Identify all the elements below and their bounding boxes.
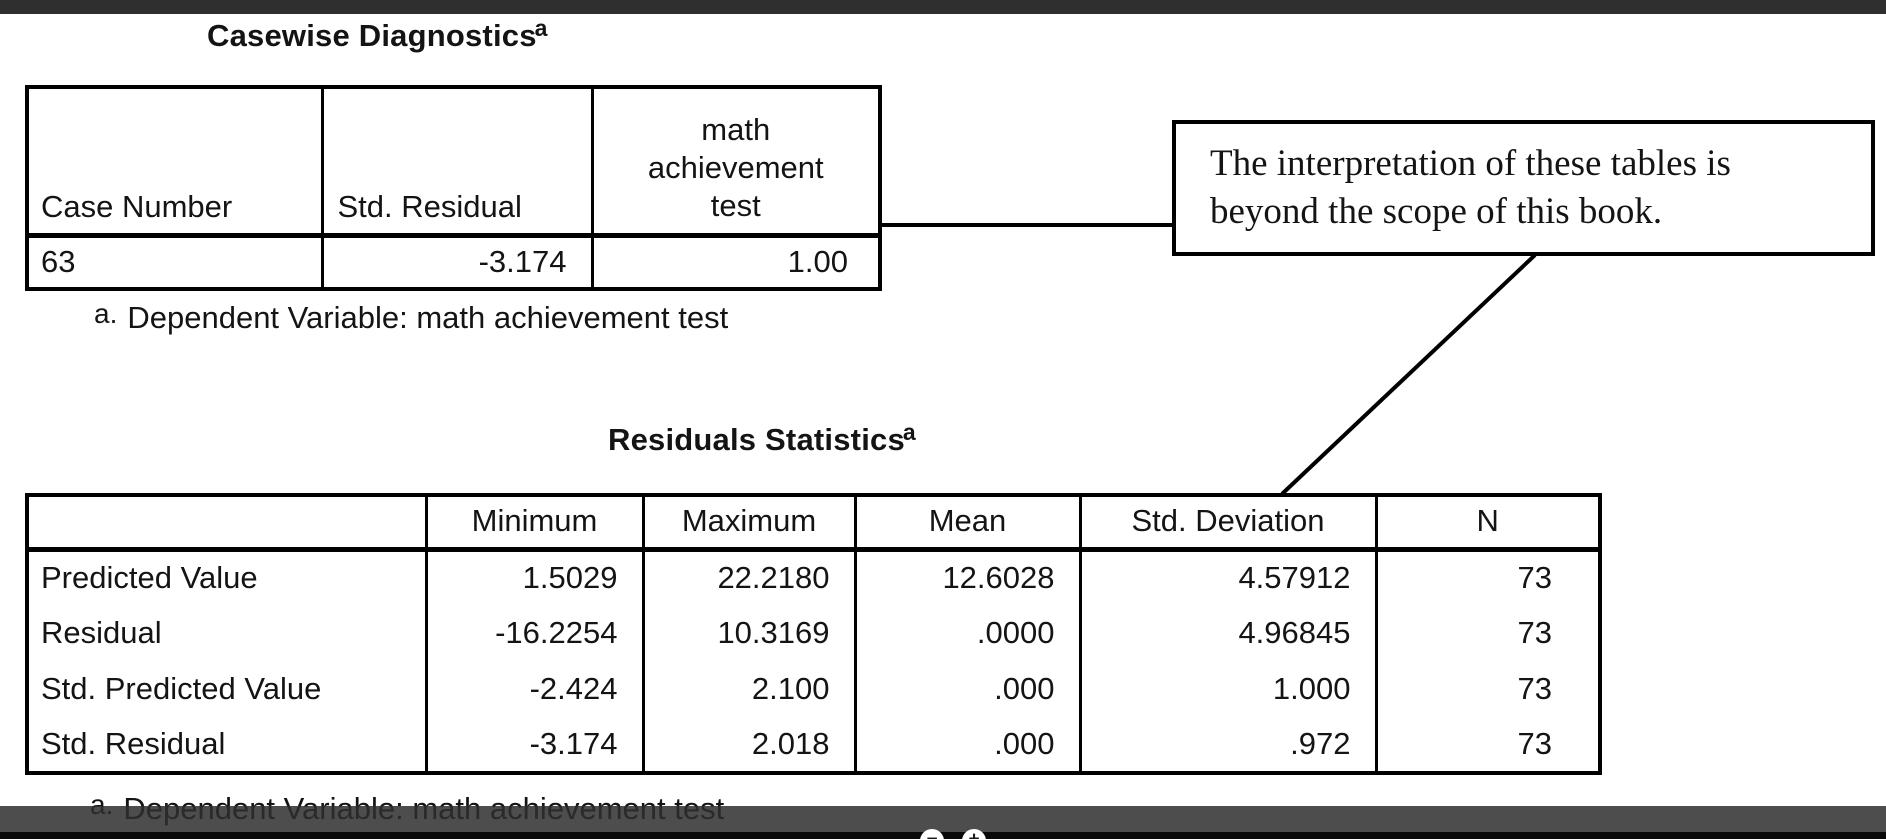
callout-line-2: beyond the scope of this book.	[1210, 191, 1663, 232]
column-header-std-deviation: Std. Deviation	[1078, 495, 1376, 552]
connector-line-diagonal	[1280, 253, 1537, 496]
cell-minimum: -2.424	[424, 661, 643, 717]
zoom-out-button[interactable]: −	[920, 829, 944, 839]
row-label: Std. Predicted Value	[41, 671, 322, 706]
column-header-empty	[27, 495, 426, 552]
cell-maximum: 2.018	[641, 717, 855, 773]
table-row: Std. Predicted Value -2.424 2.100 .000 1…	[27, 661, 1600, 717]
cell-case-number: 63	[41, 244, 76, 280]
row-label: Std. Residual	[41, 726, 226, 761]
cell-mean: 12.6028	[853, 549, 1080, 605]
cell-std-deviation: 4.96845	[1078, 605, 1376, 661]
residuals-statistics-title: Residuals Statisticsa	[608, 419, 916, 458]
cell-n: 73	[1374, 549, 1600, 605]
casewise-footnote: a. Dependent Variable: math achievement t…	[94, 298, 729, 336]
cell-std-deviation: 1.000	[1078, 661, 1376, 717]
column-header-n: N	[1374, 495, 1600, 552]
cell-maximum: 2.100	[641, 661, 855, 717]
cell-maximum: 22.2180	[641, 549, 855, 605]
cell-minimum: 1.5029	[424, 549, 643, 605]
column-header-std-residual: Std. Residual	[320, 87, 592, 238]
viewer-bottom-scrim	[0, 806, 1886, 832]
column-header-case-number: Case Number	[27, 87, 322, 238]
cell-std-deviation: .972	[1078, 717, 1376, 773]
cell-minimum: -3.174	[424, 717, 643, 773]
cell-minimum: -16.2254	[424, 605, 643, 661]
table-row: Predicted Value 1.5029 22.2180 12.6028 4…	[27, 549, 1600, 605]
casewise-title-superscript: a	[534, 15, 548, 41]
zoom-out-icon: −	[926, 829, 937, 839]
row-label: Residual	[41, 615, 162, 650]
casewise-diagnostics-table: Case Number Std. Residual math achieveme…	[25, 85, 882, 291]
column-header-mean: Mean	[853, 495, 1080, 552]
column-header-minimum: Minimum	[424, 495, 643, 552]
column-header-math-achievement-test: math achievement test	[590, 87, 880, 238]
row-label: Predicted Value	[41, 560, 258, 596]
annotation-callout: The interpretation of these tables is be…	[1172, 120, 1875, 256]
viewer-top-bar	[0, 0, 1886, 14]
footnote-text: Dependent Variable: math achievement tes…	[127, 300, 729, 335]
cell-n: 73	[1374, 605, 1600, 661]
zoom-in-icon: +	[968, 829, 979, 839]
column-header-maximum: Maximum	[641, 495, 855, 552]
residuals-title-superscript: a	[902, 419, 916, 445]
residuals-title-text: Residuals Statistics	[608, 422, 905, 457]
cell-mean: .0000	[853, 605, 1080, 661]
cell-mean: .000	[853, 717, 1080, 773]
cell-math-achievement-test: 1.00	[590, 235, 880, 289]
cell-n: 73	[1374, 661, 1600, 717]
table-row: Std. Residual -3.174 2.018 .000 .972 73	[27, 717, 1600, 773]
residuals-statistics-table: Minimum Maximum Mean Std. Deviation N Pr…	[25, 493, 1602, 775]
cell-std-deviation: 4.57912	[1078, 549, 1376, 605]
table-row: Residual -16.2254 10.3169 .0000 4.96845 …	[27, 605, 1600, 661]
footnote-marker: a.	[94, 298, 118, 329]
table-row: 63 -3.174 1.00	[27, 235, 880, 289]
callout-line-1: The interpretation of these tables is	[1210, 143, 1731, 184]
cell-std-residual: -3.174	[320, 235, 592, 289]
cell-maximum: 10.3169	[641, 605, 855, 661]
cell-mean: .000	[853, 661, 1080, 717]
cell-n: 73	[1374, 717, 1600, 773]
casewise-diagnostics-title: Casewise Diagnosticsa	[207, 15, 548, 54]
casewise-title-text: Casewise Diagnostics	[207, 18, 537, 53]
zoom-in-button[interactable]: +	[962, 829, 986, 839]
